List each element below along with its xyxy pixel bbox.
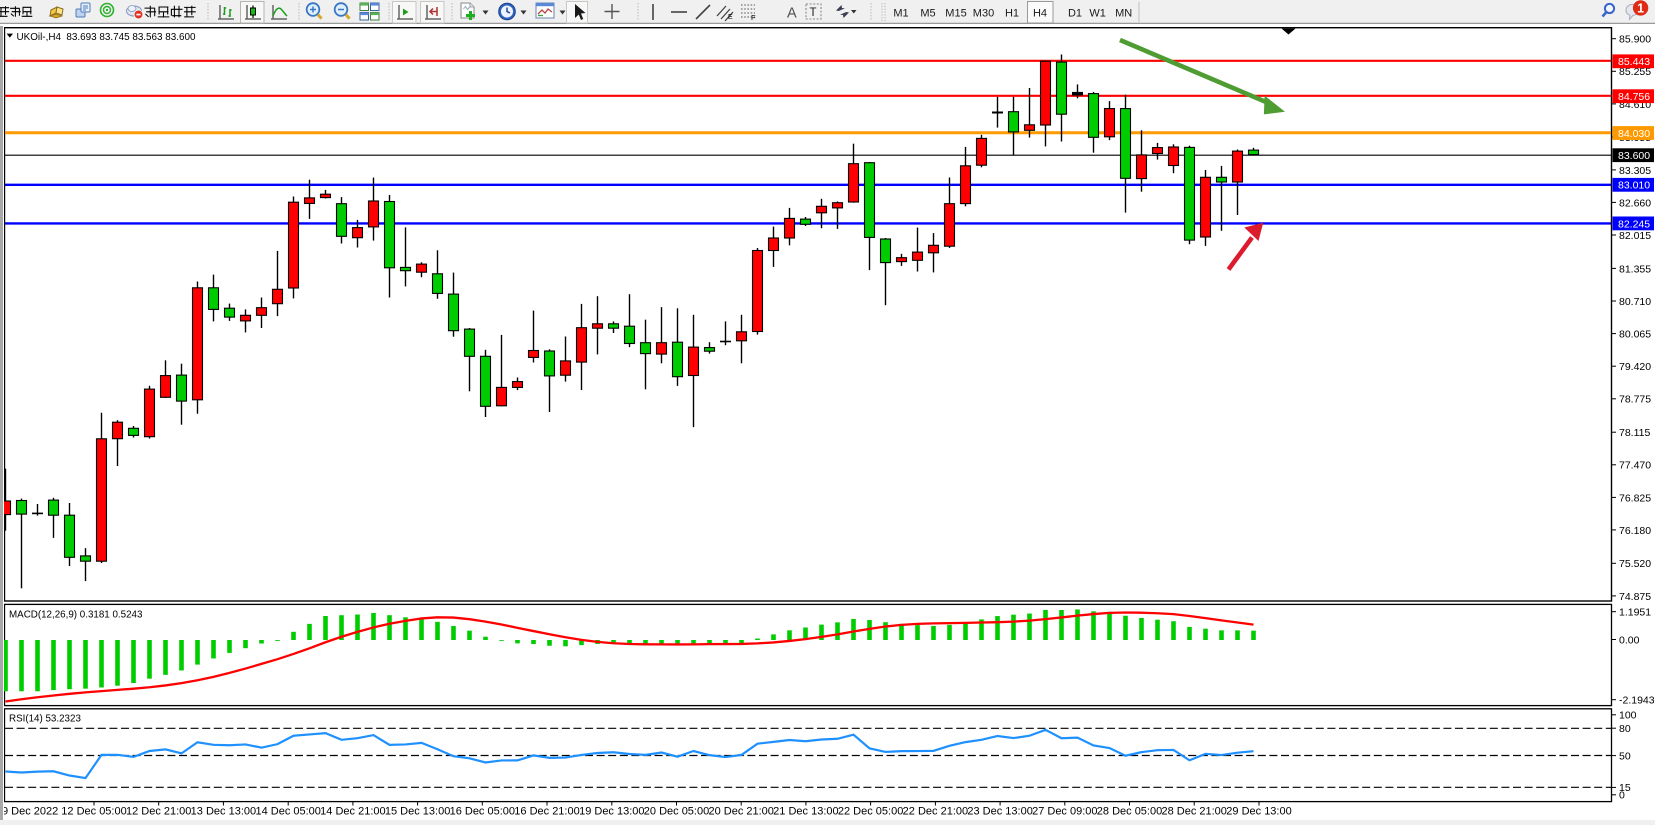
svg-text:83.600: 83.600 xyxy=(1618,150,1650,162)
svg-text:12 Dec 21:00: 12 Dec 21:00 xyxy=(126,806,191,818)
svg-text:1.1951: 1.1951 xyxy=(1619,607,1651,619)
svg-text:81.355: 81.355 xyxy=(1619,263,1651,275)
svg-text:0.00: 0.00 xyxy=(1619,634,1640,646)
svg-text:F: F xyxy=(751,13,756,22)
svg-text:77.470: 77.470 xyxy=(1619,460,1651,472)
svg-text:82.245: 82.245 xyxy=(1618,218,1650,230)
svg-text:78.775: 78.775 xyxy=(1619,394,1651,406)
svg-text:19 Dec 13:00: 19 Dec 13:00 xyxy=(579,806,644,818)
svg-text:14 Dec 21:00: 14 Dec 21:00 xyxy=(320,806,385,818)
svg-text:16 Dec 05:00: 16 Dec 05:00 xyxy=(450,806,515,818)
svg-text:15 Dec 13:00: 15 Dec 13:00 xyxy=(385,806,450,818)
svg-text:H4: H4 xyxy=(1033,8,1047,20)
svg-text:21 Dec 13:00: 21 Dec 13:00 xyxy=(773,806,838,818)
svg-text:84.756: 84.756 xyxy=(1618,91,1650,103)
svg-text:-2.1943: -2.1943 xyxy=(1619,695,1655,707)
svg-text:15: 15 xyxy=(1619,782,1631,794)
svg-text:28 Dec 21:00: 28 Dec 21:00 xyxy=(1161,806,1226,818)
svg-text:100: 100 xyxy=(1619,710,1637,722)
svg-text:80.710: 80.710 xyxy=(1619,296,1651,308)
svg-text:M15: M15 xyxy=(945,8,966,20)
svg-text:76.825: 76.825 xyxy=(1619,492,1651,504)
svg-text:80: 80 xyxy=(1619,723,1631,735)
svg-text:9 Dec 2022: 9 Dec 2022 xyxy=(2,806,58,818)
svg-text:79.420: 79.420 xyxy=(1619,361,1651,373)
svg-text:83.305: 83.305 xyxy=(1619,165,1651,177)
svg-text:16 Dec 21:00: 16 Dec 21:00 xyxy=(514,806,579,818)
svg-text:20 Dec 05:00: 20 Dec 05:00 xyxy=(644,806,709,818)
svg-text:1: 1 xyxy=(1637,1,1644,15)
svg-text:82.660: 82.660 xyxy=(1619,197,1651,209)
svg-text:27 Dec 09:00: 27 Dec 09:00 xyxy=(1032,806,1097,818)
svg-text:28 Dec 05:00: 28 Dec 05:00 xyxy=(1097,806,1162,818)
svg-text:A: A xyxy=(787,6,797,22)
svg-text:MACD(12,26,9) 0.3181 0.5243: MACD(12,26,9) 0.3181 0.5243 xyxy=(9,610,143,621)
svg-text:UKOil-,H4 83.693 83.745 83.56: UKOil-,H4 83.693 83.745 83.563 83.600 xyxy=(17,32,196,43)
svg-text:80.065: 80.065 xyxy=(1619,329,1651,341)
svg-text:13 Dec 13:00: 13 Dec 13:00 xyxy=(191,806,256,818)
svg-text:76.180: 76.180 xyxy=(1619,525,1651,537)
svg-text:22 Dec 05:00: 22 Dec 05:00 xyxy=(838,806,903,818)
svg-text:85.900: 85.900 xyxy=(1619,34,1651,46)
svg-text:75.520: 75.520 xyxy=(1619,558,1651,570)
svg-text:84.030: 84.030 xyxy=(1618,128,1650,140)
svg-text:W1: W1 xyxy=(1089,8,1106,20)
svg-text:M1: M1 xyxy=(893,8,908,20)
svg-text:82.015: 82.015 xyxy=(1619,230,1651,242)
svg-text:M30: M30 xyxy=(973,8,994,20)
svg-text:83.010: 83.010 xyxy=(1618,180,1650,192)
svg-text:20 Dec 21:00: 20 Dec 21:00 xyxy=(708,806,773,818)
svg-text:78.115: 78.115 xyxy=(1619,427,1650,439)
svg-text:D1: D1 xyxy=(1068,8,1082,20)
svg-text:T: T xyxy=(810,7,817,19)
svg-text:22 Dec 21:00: 22 Dec 21:00 xyxy=(903,806,968,818)
svg-text:12 Dec 05:00: 12 Dec 05:00 xyxy=(61,806,126,818)
svg-text:14 Dec 05:00: 14 Dec 05:00 xyxy=(255,806,320,818)
svg-text:H1: H1 xyxy=(1005,8,1019,20)
svg-text:85.443: 85.443 xyxy=(1618,56,1650,68)
svg-text:RSI(14) 53.2323: RSI(14) 53.2323 xyxy=(9,714,81,725)
svg-text:E: E xyxy=(728,14,733,21)
svg-text:23 Dec 13:00: 23 Dec 13:00 xyxy=(967,806,1032,818)
svg-text:74.875: 74.875 xyxy=(1619,591,1651,603)
svg-text:MN: MN xyxy=(1115,8,1132,20)
svg-text:0: 0 xyxy=(1619,790,1625,802)
svg-text:85.255: 85.255 xyxy=(1619,66,1651,78)
svg-text:50: 50 xyxy=(1619,750,1631,762)
svg-text:M5: M5 xyxy=(920,8,935,20)
svg-text:29 Dec 13:00: 29 Dec 13:00 xyxy=(1226,806,1291,818)
